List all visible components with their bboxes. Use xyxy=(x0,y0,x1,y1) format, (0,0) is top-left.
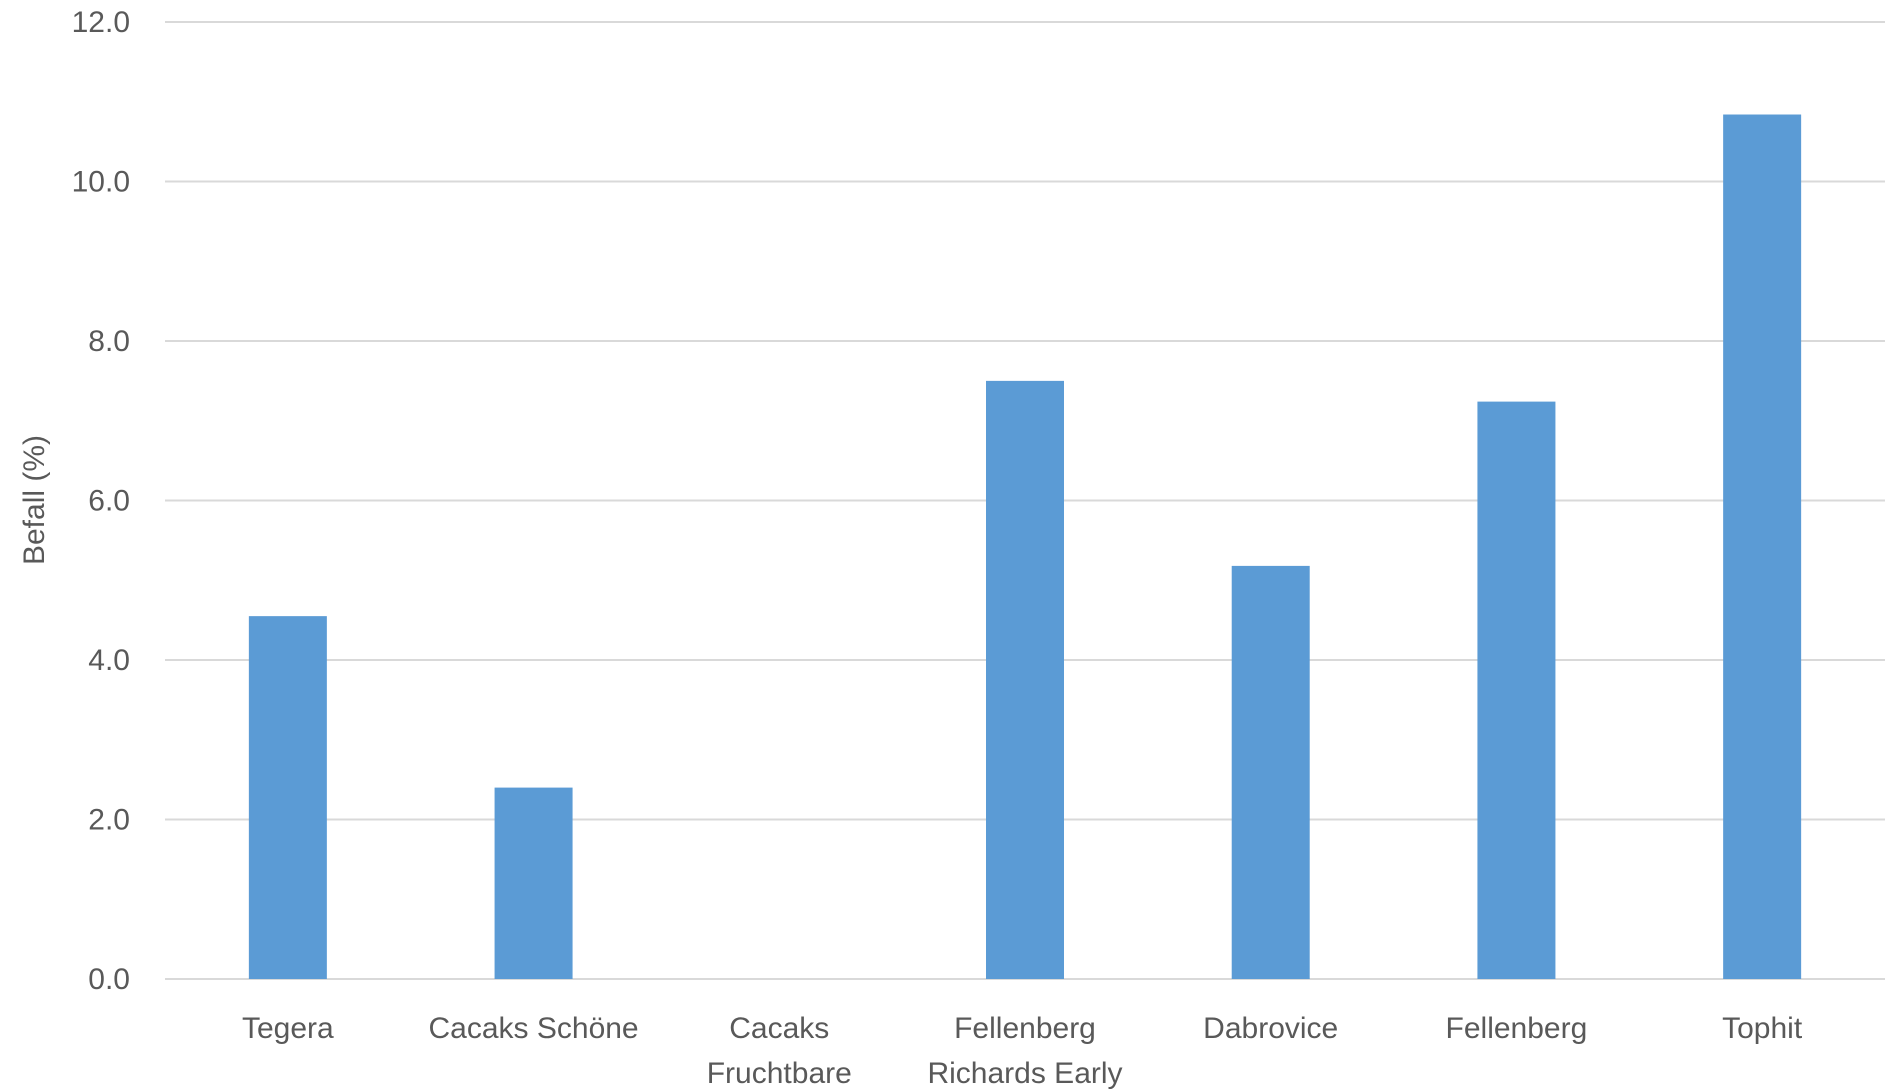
bar xyxy=(1231,565,1310,979)
x-tick-label: Dabrovice xyxy=(1203,1012,1338,1045)
y-tick-label: 2.0 xyxy=(88,804,130,837)
x-tick-label: Cacaks Fruchtbare xyxy=(707,1012,852,1090)
y-tick-label: 0.0 xyxy=(88,963,130,996)
bar xyxy=(248,616,327,979)
bar xyxy=(1723,114,1802,979)
x-tick-label: Cacaks Schöne xyxy=(429,1012,639,1045)
y-tick-label: 8.0 xyxy=(88,325,130,358)
y-axis-title: Befall (%) xyxy=(18,435,51,565)
x-tick-label: Tophit xyxy=(1722,1012,1803,1045)
bar xyxy=(986,380,1064,979)
y-tick-labels: 0.0 2.0 4.0 6.0 8.0 10.0 12.0 xyxy=(72,6,130,996)
y-tick-label: 6.0 xyxy=(88,485,130,518)
bar xyxy=(1477,401,1556,979)
y-tick-label: 12.0 xyxy=(72,6,130,39)
bar xyxy=(494,787,573,979)
y-tick-label: 10.0 xyxy=(72,166,130,199)
y-tick-label: 4.0 xyxy=(88,644,130,677)
x-tick-label: Fellenberg xyxy=(1446,1012,1588,1045)
x-tick-labels: Tegera Cacaks Schöne Cacaks Fruchtbare Felle… xyxy=(242,1012,1803,1090)
bars xyxy=(248,114,1802,979)
x-tick-label: Tegera xyxy=(242,1012,334,1045)
x-tick-label: Fellenberg Richards Early xyxy=(927,1012,1122,1090)
